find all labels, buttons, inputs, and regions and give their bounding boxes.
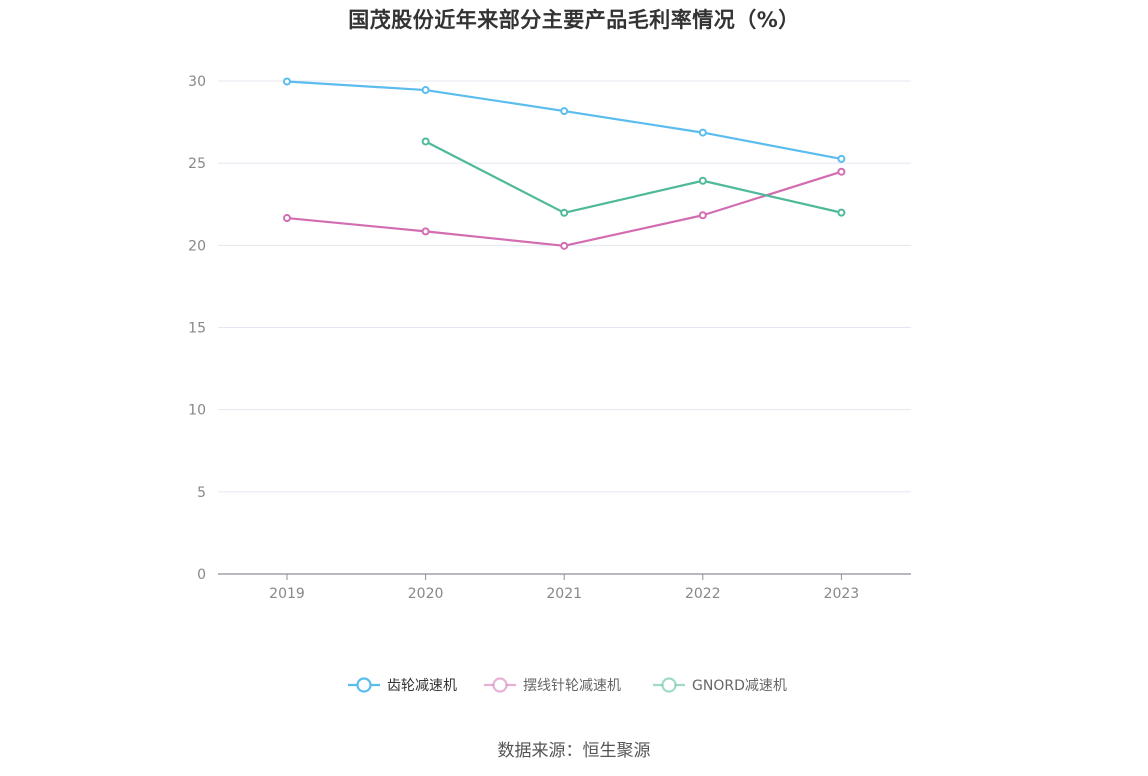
data-point-1-2022[interactable] <box>698 211 707 220</box>
data-point-1-2020[interactable] <box>421 227 430 236</box>
legend: 齿轮减速机 摆线针轮减速机 GNORD减速机 <box>348 677 787 694</box>
y-tick-label-10: 10 <box>188 403 206 419</box>
series-line-2-0 <box>425 140 842 214</box>
series-lines <box>283 77 846 250</box>
legend-item-0[interactable]: 齿轮减速机 <box>348 677 457 694</box>
x-tick-label-2020: 2020 <box>408 586 444 602</box>
data-point-2-2021[interactable] <box>560 208 569 217</box>
y-tick-label-5: 5 <box>197 485 206 501</box>
legend-marker-0 <box>356 677 372 693</box>
legend-label-2: GNORD减速机 <box>692 678 787 694</box>
chart-title: 国茂股份近年来部分主要产品毛利率情况（%） <box>348 8 800 32</box>
data-point-2-2022[interactable] <box>698 176 707 185</box>
data-point-1-2023[interactable] <box>837 167 846 176</box>
y-tick-label-25: 25 <box>188 156 206 172</box>
data-point-0-2019[interactable] <box>283 77 291 86</box>
series-line-1-0 <box>286 170 842 247</box>
x-tick-label-2019: 2019 <box>269 586 305 602</box>
series-2 <box>421 137 846 217</box>
y-tick-label-15: 15 <box>188 321 206 337</box>
data-point-2-2023[interactable] <box>837 208 846 217</box>
data-point-0-2021[interactable] <box>560 107 569 116</box>
legend-label-0: 齿轮减速机 <box>387 678 457 694</box>
data-point-1-2019[interactable] <box>283 214 291 223</box>
series-0 <box>283 77 846 163</box>
axes: 0 5 10 15 20 25 30 2019 2020 2021 2022 2023 <box>188 74 911 602</box>
x-tick-label-2022: 2022 <box>685 586 721 602</box>
y-tick-label-20: 20 <box>188 238 206 254</box>
series-1 <box>283 167 846 250</box>
y-tick-label-30: 30 <box>188 74 206 90</box>
data-point-0-2020[interactable] <box>421 86 430 95</box>
series-line-0-0 <box>286 80 842 160</box>
data-point-0-2022[interactable] <box>698 128 707 137</box>
x-tick-label-2021: 2021 <box>546 586 582 602</box>
legend-item-1[interactable]: 摆线针轮减速机 <box>484 677 621 694</box>
legend-marker-2 <box>661 677 677 693</box>
data-point-2-2020[interactable] <box>421 137 430 146</box>
y-tick-label-0: 0 <box>197 567 206 583</box>
legend-label-1: 摆线针轮减速机 <box>523 678 621 694</box>
grid-lines <box>218 80 911 493</box>
x-tick-label-2023: 2023 <box>824 586 860 602</box>
legend-item-2[interactable]: GNORD减速机 <box>653 677 787 694</box>
legend-marker-1 <box>492 677 508 693</box>
data-point-0-2023[interactable] <box>837 154 846 163</box>
data-source: 数据来源：恒生聚源 <box>497 741 651 761</box>
data-point-1-2021[interactable] <box>560 241 569 250</box>
